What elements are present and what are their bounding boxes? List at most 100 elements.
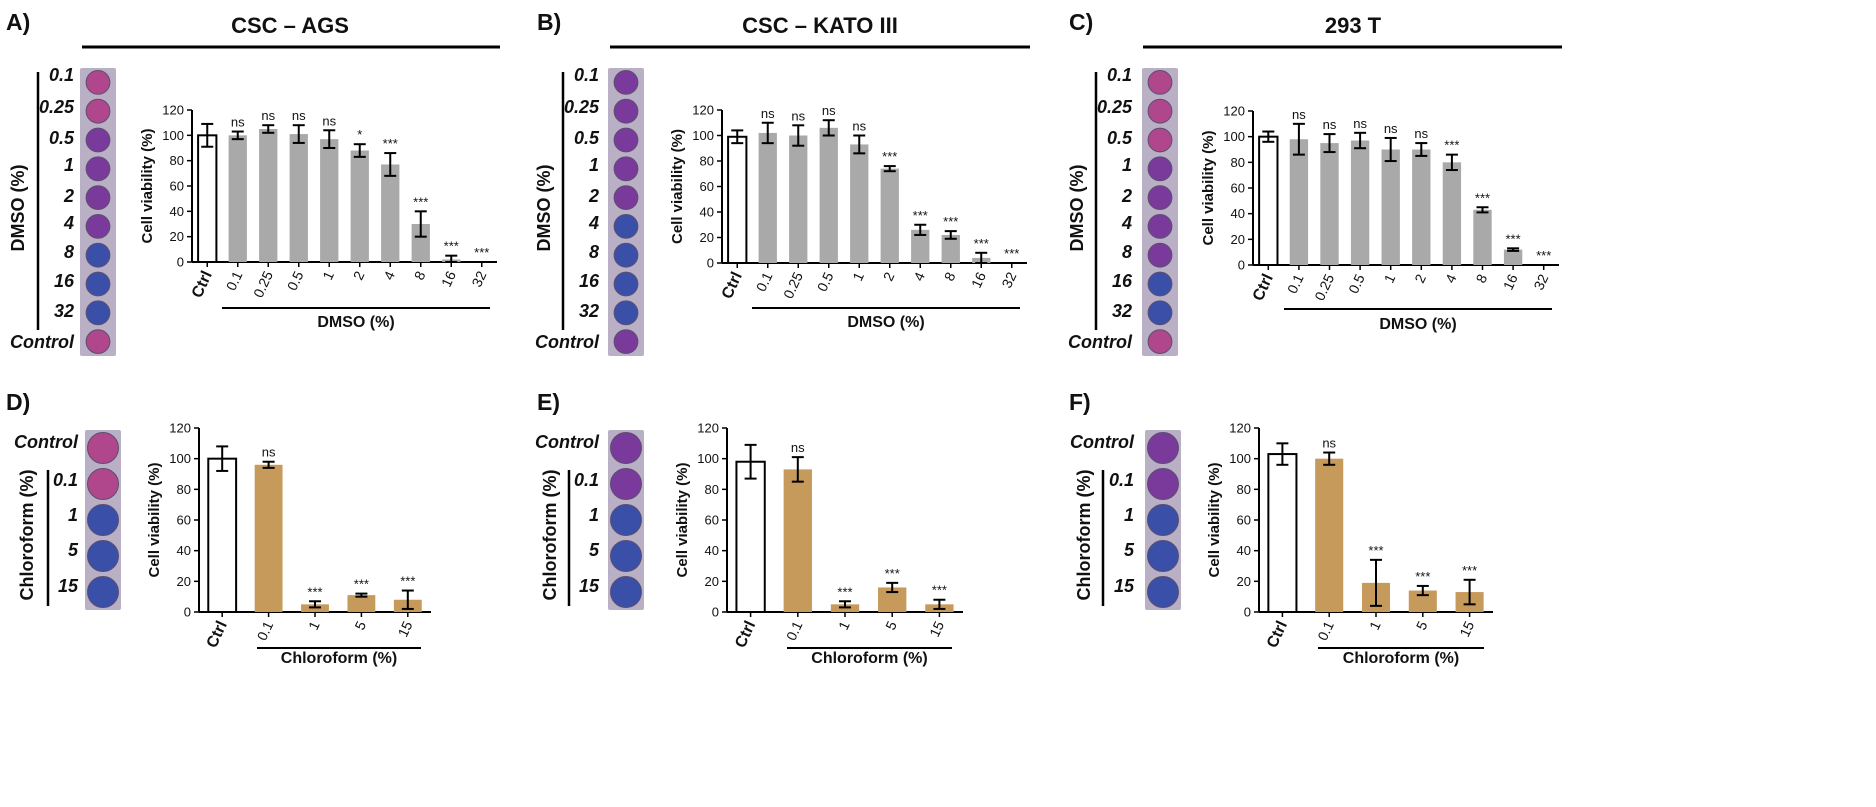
y-tick-label: 40: [170, 204, 184, 219]
x-tick-label: 1: [319, 268, 337, 282]
x-tick-label: 32: [1530, 271, 1551, 292]
y-axis-label: Cell viability (%): [1206, 462, 1223, 577]
well: [613, 300, 639, 326]
x-axis-label: DMSO (%): [317, 314, 394, 331]
well-label: 15: [1114, 576, 1135, 596]
x-tick-label: Ctrl: [732, 619, 759, 651]
y-axis-label: Cell viability (%): [674, 462, 691, 577]
y-tick-label: 40: [700, 205, 714, 220]
well-label: 0.1: [49, 65, 74, 85]
x-tick-label: Ctrl: [719, 270, 746, 302]
significance-label: ns: [1322, 436, 1336, 451]
well-label: 8: [589, 242, 599, 262]
x-tick-label: 0.1: [254, 618, 277, 643]
well: [85, 127, 111, 153]
bar: [941, 234, 960, 263]
panel-letter: C): [1069, 9, 1093, 35]
well-label: 0.5: [1107, 128, 1133, 148]
significance-label: ***: [413, 194, 428, 209]
well: [1147, 271, 1173, 297]
x-tick-label: 2: [1411, 271, 1429, 285]
significance-label: ***: [444, 239, 459, 254]
bar: [228, 135, 247, 262]
y-tick-label: 80: [177, 482, 191, 497]
significance-label: ns: [1384, 121, 1398, 136]
y-axis-label: Cell viability (%): [669, 129, 686, 244]
y-tick-label: 20: [170, 229, 184, 244]
well-label: 0.25: [1097, 97, 1133, 117]
plate-group-label: Chloroform (%): [1074, 470, 1094, 601]
x-tick-label: 0.25: [250, 268, 276, 300]
well: [1147, 98, 1173, 124]
y-tick-label: 40: [1237, 543, 1251, 558]
x-tick-label: 8: [941, 269, 959, 283]
bar: [289, 134, 308, 262]
bar: [1267, 453, 1298, 614]
significance-label: ***: [1462, 563, 1477, 578]
x-axis-label: DMSO (%): [1379, 316, 1456, 333]
x-tick-label: 0.1: [223, 268, 246, 293]
x-tick-label: 5: [351, 618, 369, 632]
x-tick-label: 16: [968, 269, 989, 290]
well-label: 32: [579, 301, 599, 321]
well: [610, 504, 642, 536]
well-label: Control: [1068, 332, 1133, 352]
well-label: 4: [63, 213, 74, 233]
well: [85, 271, 111, 297]
y-tick-label: 100: [697, 451, 719, 466]
bar: [320, 139, 339, 262]
well-label: 1: [64, 155, 74, 175]
well-label: 0.5: [49, 128, 75, 148]
significance-label: *: [357, 127, 362, 142]
x-axis-label: Chloroform (%): [811, 650, 927, 667]
well-label: 1: [68, 505, 78, 525]
plate-group-label: DMSO (%): [1067, 165, 1087, 252]
significance-label: ***: [1475, 190, 1490, 205]
bar: [1320, 143, 1339, 265]
significance-label: ***: [354, 577, 369, 592]
well: [1147, 156, 1173, 182]
well: [1147, 432, 1179, 464]
y-tick-label: 80: [170, 153, 184, 168]
significance-label: ***: [383, 136, 398, 151]
y-tick-label: 40: [705, 543, 719, 558]
x-tick-label: 32: [998, 269, 1019, 290]
significance-label: ***: [1004, 246, 1019, 261]
well-label: 0.1: [53, 470, 78, 490]
panel-letter: D): [6, 389, 30, 415]
x-tick-label: Ctrl: [189, 269, 216, 301]
y-tick-label: 100: [169, 451, 191, 466]
y-tick-label: 100: [1229, 451, 1251, 466]
well-label: 8: [1122, 242, 1132, 262]
bar: [727, 135, 748, 264]
y-tick-label: 20: [177, 574, 191, 589]
well: [1147, 300, 1173, 326]
bar: [254, 464, 283, 612]
well: [85, 214, 111, 239]
well-label: 2: [588, 186, 599, 206]
panel-letter: E): [537, 389, 560, 415]
well: [85, 300, 111, 326]
y-tick-label: 20: [705, 574, 719, 589]
y-tick-label: 20: [1237, 574, 1251, 589]
well-label-control: Control: [14, 432, 79, 452]
x-tick-label: Ctrl: [1250, 272, 1277, 304]
panel-title: 293 T: [1325, 13, 1382, 38]
y-tick-label: 80: [1231, 155, 1245, 170]
well: [610, 576, 642, 608]
well: [87, 540, 119, 572]
significance-label: ***: [837, 584, 852, 599]
well: [613, 156, 639, 182]
y-tick-label: 0: [1244, 605, 1251, 620]
bar: [1408, 590, 1437, 612]
x-tick-label: 0.5: [284, 268, 307, 293]
significance-label: ***: [1506, 231, 1521, 246]
well: [613, 214, 639, 239]
bar: [1258, 135, 1279, 266]
significance-label: ***: [1368, 543, 1383, 558]
well: [1147, 540, 1179, 572]
well: [1147, 242, 1173, 268]
well-label: 0.1: [1109, 470, 1134, 490]
